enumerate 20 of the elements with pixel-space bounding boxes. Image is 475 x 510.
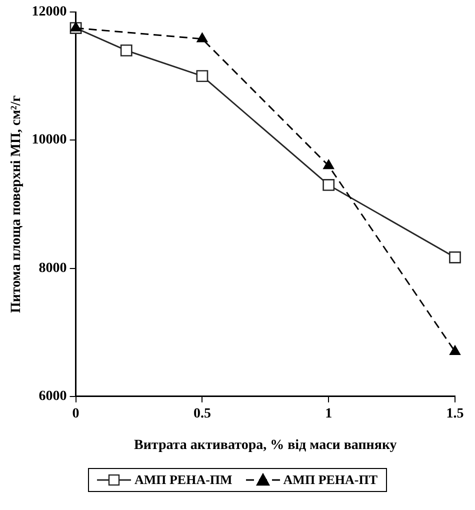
- y-axis-title: Питома площа поверхні МП, см²/г: [9, 95, 24, 314]
- legend-label: АМП РЕНА-ПТ: [283, 472, 378, 488]
- x-axis-title: Витрата активатора, % від маси вапняку: [134, 438, 397, 454]
- point: [323, 160, 334, 170]
- x-tick-label: 1.5: [446, 406, 464, 422]
- point: [322, 179, 335, 191]
- y-tick-label: 6000: [38, 389, 67, 404]
- legend-label: АМП РЕНА-ПМ: [134, 472, 232, 488]
- y-tick-label: 8000: [38, 260, 67, 276]
- point: [70, 22, 82, 32]
- point: [120, 44, 132, 56]
- x-tick-label: 0: [72, 406, 80, 422]
- x-tick-label: 0.5: [193, 406, 211, 422]
- y-tick-label: 10000: [32, 132, 67, 148]
- point: [449, 251, 461, 264]
- y-tick-label: 12000: [32, 4, 67, 20]
- point: [196, 32, 208, 42]
- point: [196, 70, 208, 82]
- x-tick-label: 1: [325, 406, 332, 422]
- point: [450, 345, 460, 355]
